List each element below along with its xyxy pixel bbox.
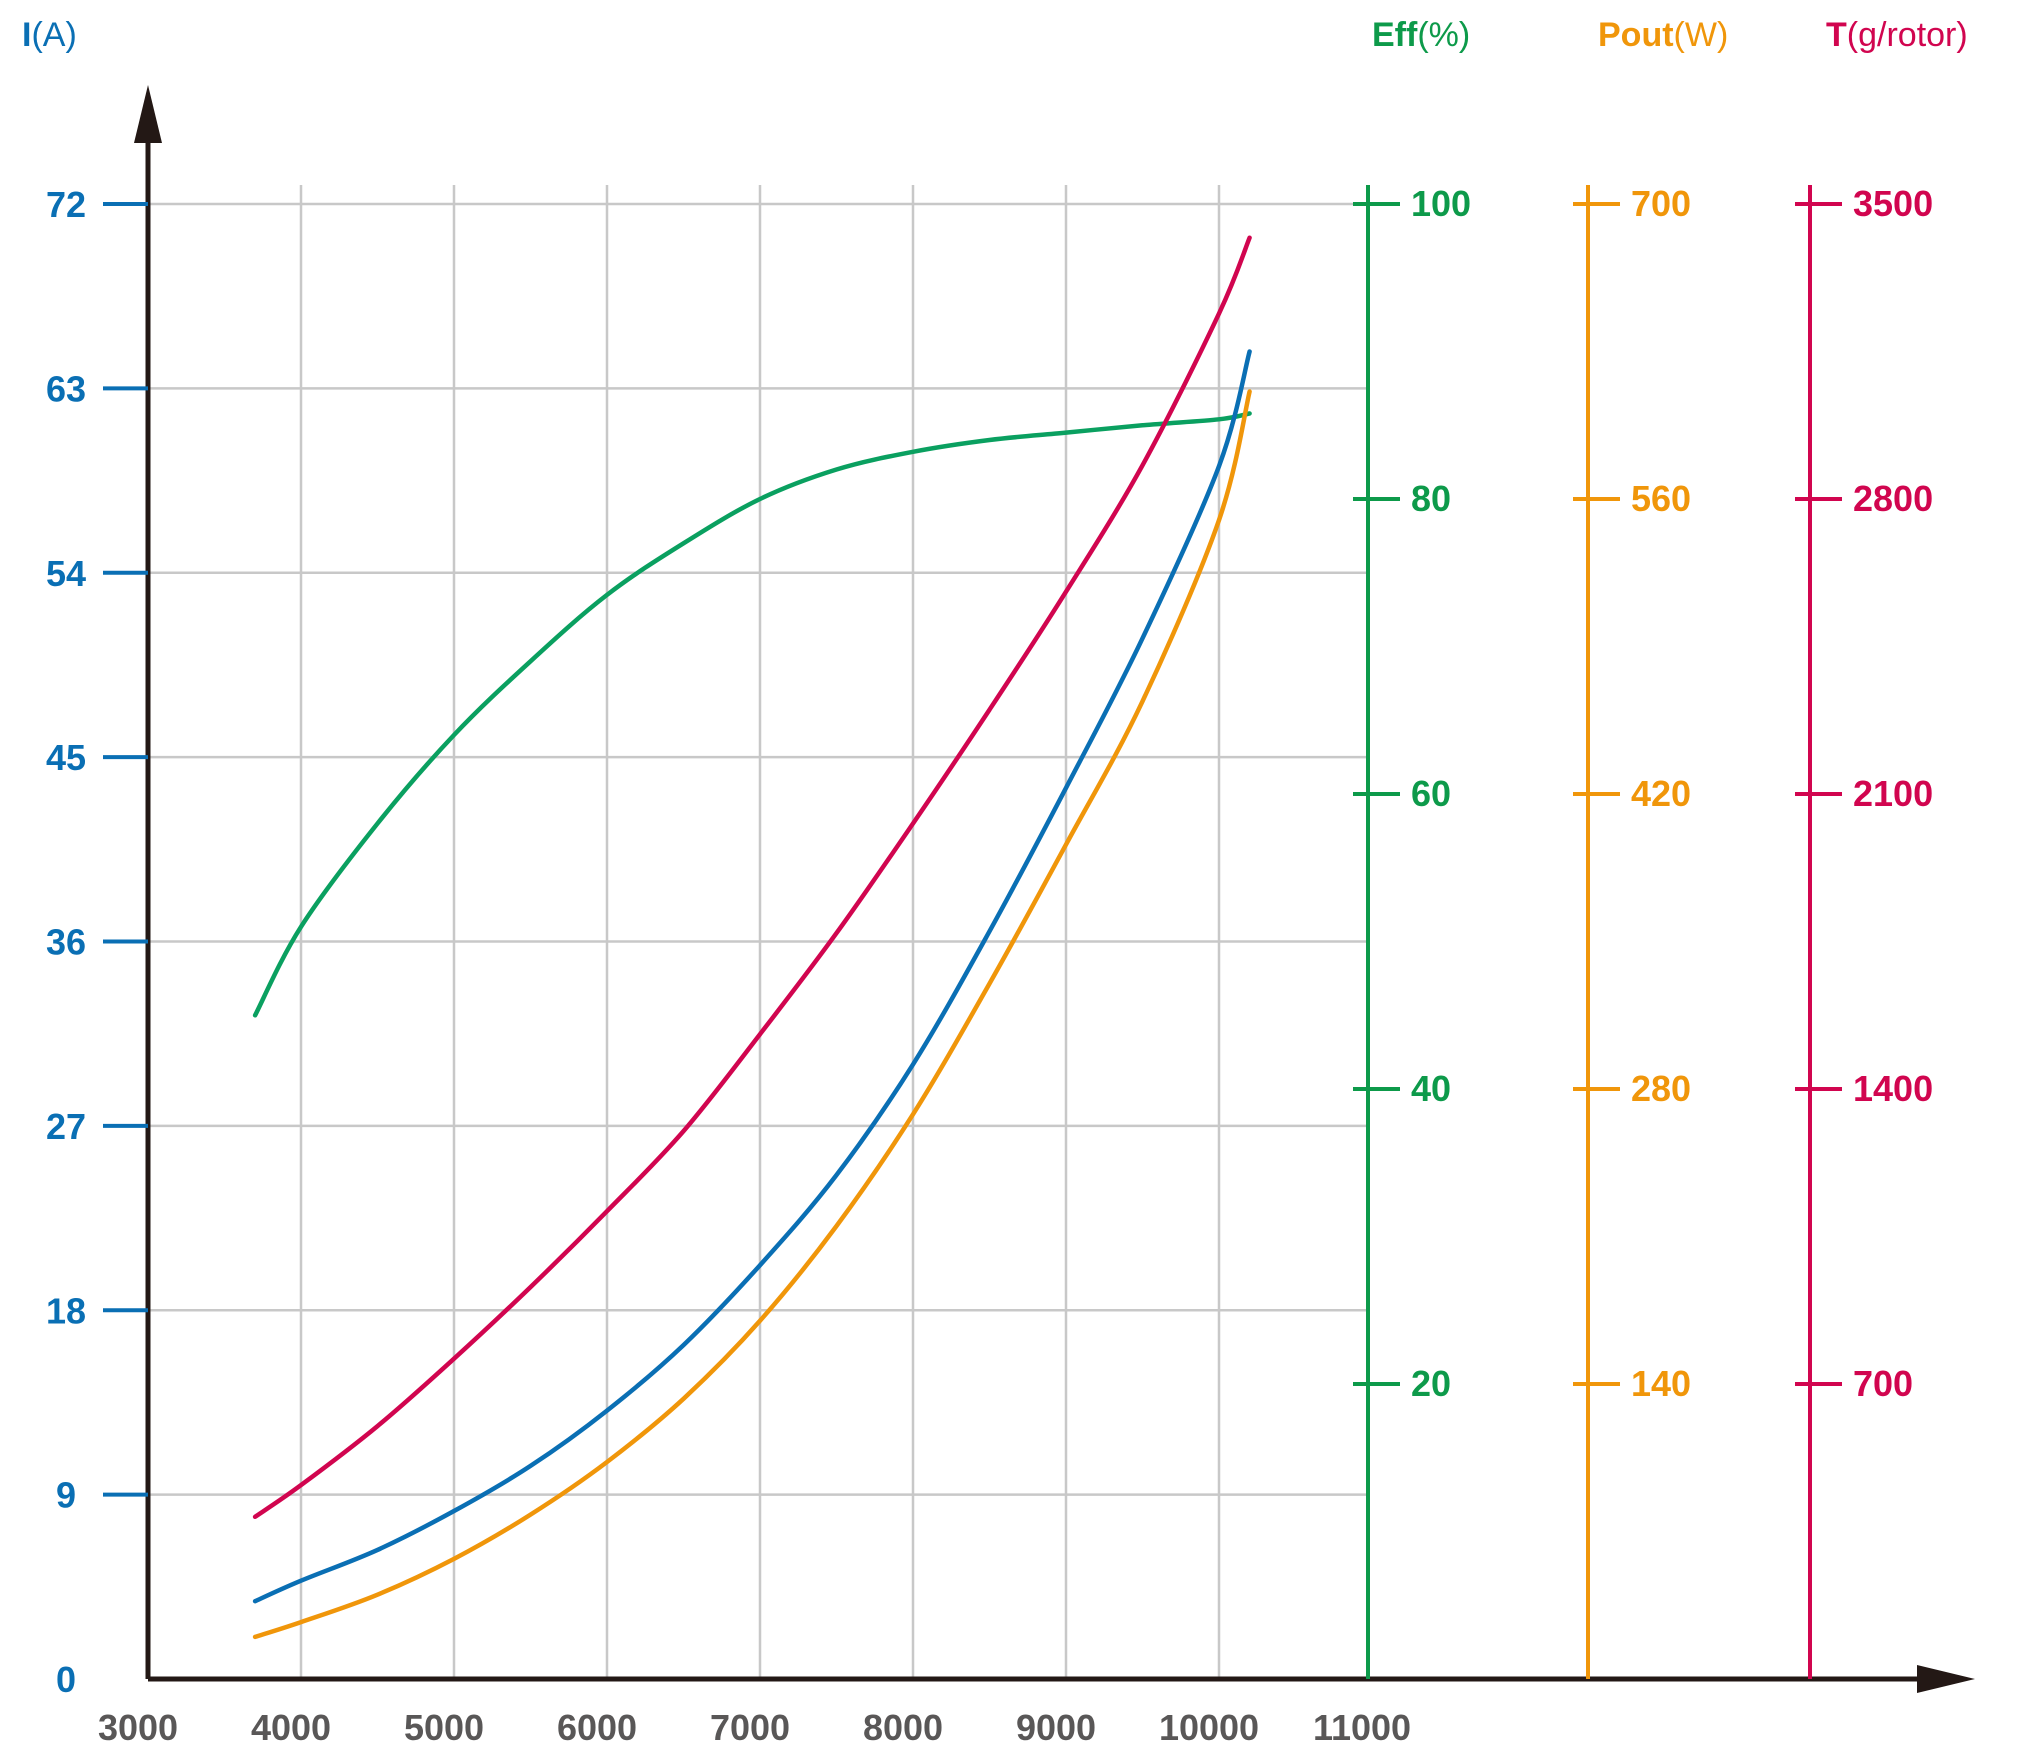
series-line-efficiency [252,411,1252,1018]
efficiency-tick-label: 80 [1411,478,1451,519]
x-tick-label: 7000 [710,1707,790,1747]
series-lines [252,235,1252,1640]
x-tick-label: 8000 [863,1707,943,1747]
thrust-axis-title: T(g/rotor) [1826,16,1968,54]
current-tick-label: 9 [56,1475,76,1516]
current-tick-label: 72 [46,184,86,225]
efficiency-axis-title-unit: (%) [1417,16,1470,54]
x-tick-label: 3000 [98,1707,178,1747]
grid [148,185,1368,1679]
current-tick-label: 63 [46,368,86,409]
efficiency-tick-label: 60 [1411,773,1451,814]
efficiency-tick-label: 100 [1411,183,1471,224]
power-tick-label: 700 [1631,183,1691,224]
tick-labels: 0 9 18 27 36 45 54 63 72 3000 4000 5000 6000 7000 8000… [22,16,1968,1747]
current-axis-title: I(A) [22,16,77,54]
current-tick-label: 18 [46,1290,86,1331]
thrust-tick-label: 1400 [1853,1068,1933,1109]
power-axis-title-symbol: Pout [1598,16,1674,54]
x-tick-label: 10000 [1159,1707,1259,1747]
power-tick-label: 140 [1631,1363,1691,1404]
power-tick-label: 560 [1631,478,1691,519]
efficiency-axis-title: Eff(%) [1372,16,1470,54]
x-tick-label: 11000 [1313,1707,1411,1747]
current-axis-title-symbol: I [22,16,31,54]
efficiency-tick-label: 20 [1411,1363,1451,1404]
current-tick-label: 27 [46,1106,86,1147]
current-tick-label: 54 [46,553,86,594]
current-tick-label: 45 [46,737,86,778]
series-line-thrust [252,235,1252,1520]
series-line-power [252,389,1252,1640]
thrust-tick-label: 2800 [1853,478,1933,519]
current-axis-title-unit: (A) [31,16,76,54]
efficiency-axis-title-symbol: Eff [1372,16,1418,54]
series-line-current [252,349,1252,1604]
thrust-tick-label: 2100 [1853,773,1933,814]
power-axis-title: Pout(W) [1598,16,1728,54]
thrust-axis-title-symbol: T [1826,16,1847,54]
power-tick-label: 280 [1631,1068,1691,1109]
thrust-axis-title-unit: (g/rotor) [1847,16,1968,54]
efficiency-tick-label: 40 [1411,1068,1451,1109]
x-tick-label: 5000 [404,1707,484,1747]
thrust-tick-label: 700 [1853,1363,1913,1404]
x-tick-label: 4000 [251,1707,331,1747]
x-axis-arrow-icon [1917,1665,1975,1693]
axes [103,85,1975,1693]
x-tick-label: 6000 [557,1707,637,1747]
y-axis-arrow-icon [134,85,162,143]
current-tick-label: 0 [56,1659,76,1700]
power-tick-label: 420 [1631,773,1691,814]
power-axis-title-unit: (W) [1674,16,1729,54]
thrust-tick-label: 3500 [1853,183,1933,224]
x-tick-label: 9000 [1016,1707,1096,1747]
current-tick-label: 36 [46,922,86,963]
